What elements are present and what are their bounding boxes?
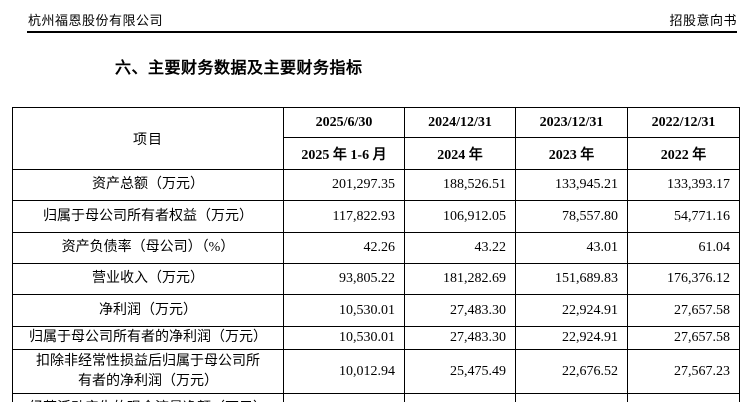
section-title: 六、主要财务数据及主要财务指标 <box>115 60 363 77</box>
row-value: 61.04 <box>627 232 740 264</box>
row-label: 扣除非经常性损益后归属于母公司所 有者的净利润（万元） <box>12 349 284 394</box>
row-value: 22,924.91 <box>515 294 628 327</box>
table-row: 经营活动产生的现金流量净额（万元） <box>12 393 740 402</box>
row-value: 27,657.58 <box>627 326 740 350</box>
item-column-header: 项目 <box>12 107 284 170</box>
row-value: 117,822.93 <box>283 200 405 233</box>
header-row-dates: 项目 2025/6/30 2024/12/31 2023/12/31 2022/… <box>12 107 740 170</box>
row-value: 27,483.30 <box>404 294 516 327</box>
row-label: 营业收入（万元） <box>12 263 284 295</box>
row-value: 106,912.05 <box>404 200 516 233</box>
table-row: 营业收入（万元） 93,805.22 181,282.69 151,689.83 176… <box>12 263 740 295</box>
row-value: 188,526.51 <box>404 169 516 201</box>
row-value: 25,475.49 <box>404 349 516 394</box>
column-header-period: 2023 年 <box>515 137 628 170</box>
page-header: 杭州福恩股份有限公司 招股意向书 <box>28 10 737 30</box>
column-header-date: 2023/12/31 <box>515 107 628 138</box>
financial-data-table: 项目 2025/6/30 2024/12/31 2023/12/31 2022/… <box>12 107 740 402</box>
column-header-period: 2025 年 1-6 月 <box>283 137 405 170</box>
row-label: 归属于母公司所有者权益（万元） <box>12 200 284 233</box>
table-row: 归属于母公司所有者的净利润（万元） 10,530.01 27,483.30 22,92… <box>12 326 740 350</box>
row-label: 资产负债率（母公司）（%） <box>12 232 284 264</box>
row-value: 176,376.12 <box>627 263 740 295</box>
row-value: 133,393.17 <box>627 169 740 201</box>
row-value: 27,483.30 <box>404 326 516 350</box>
table-row: 归属于母公司所有者权益（万元） 117,822.93 106,912.05 78,55… <box>12 200 740 233</box>
column-header-date: 2024/12/31 <box>404 107 516 138</box>
row-value: 27,657.58 <box>627 294 740 327</box>
row-value: 22,676.52 <box>515 349 628 394</box>
row-value <box>283 393 405 402</box>
row-value: 10,530.01 <box>283 326 405 350</box>
row-value: 201,297.35 <box>283 169 405 201</box>
table-header: 项目 2025/6/30 2024/12/31 2023/12/31 2022/… <box>12 107 740 170</box>
table-row: 资产负债率（母公司）（%） 42.26 43.22 43.01 61.04 <box>12 232 740 264</box>
row-label: 归属于母公司所有者的净利润（万元） <box>12 326 284 350</box>
column-header-period: 2024 年 <box>404 137 516 170</box>
row-value: 22,924.91 <box>515 326 628 350</box>
column-header-date: 2025/6/30 <box>283 107 405 138</box>
row-value: 54,771.16 <box>627 200 740 233</box>
row-value <box>404 393 516 402</box>
row-value: 10,012.94 <box>283 349 405 394</box>
company-name: 杭州福恩股份有限公司 <box>28 13 164 28</box>
table-row: 净利润（万元） 10,530.01 27,483.30 22,924.91 27,657… <box>12 294 740 327</box>
header-divider <box>27 31 737 33</box>
row-value: 27,567.23 <box>627 349 740 394</box>
row-value: 93,805.22 <box>283 263 405 295</box>
row-value <box>627 393 740 402</box>
table-row: 资产总额（万元） 201,297.35 188,526.51 133,945.21 13… <box>12 169 740 201</box>
column-header-date: 2022/12/31 <box>627 107 740 138</box>
row-value: 78,557.80 <box>515 200 628 233</box>
row-value: 151,689.83 <box>515 263 628 295</box>
row-value: 10,530.01 <box>283 294 405 327</box>
table-body: 资产总额（万元） 201,297.35 188,526.51 133,945.21 13… <box>12 169 740 402</box>
row-label: 净利润（万元） <box>12 294 284 327</box>
row-value: 43.01 <box>515 232 628 264</box>
row-value <box>515 393 628 402</box>
document-type-label: 招股意向书 <box>669 13 737 28</box>
row-label: 资产总额（万元） <box>12 169 284 201</box>
row-value: 181,282.69 <box>404 263 516 295</box>
row-label: 经营活动产生的现金流量净额（万元） <box>12 393 284 402</box>
header-row-periods: 2025 年 1-6 月 2024 年 2023 年 2022 年 <box>13 137 740 170</box>
row-value: 42.26 <box>283 232 405 264</box>
row-value: 133,945.21 <box>515 169 628 201</box>
row-value: 43.22 <box>404 232 516 264</box>
column-header-period: 2022 年 <box>627 137 740 170</box>
table-row: 扣除非经常性损益后归属于母公司所 有者的净利润（万元） 10,012.94 25,4… <box>12 349 740 394</box>
